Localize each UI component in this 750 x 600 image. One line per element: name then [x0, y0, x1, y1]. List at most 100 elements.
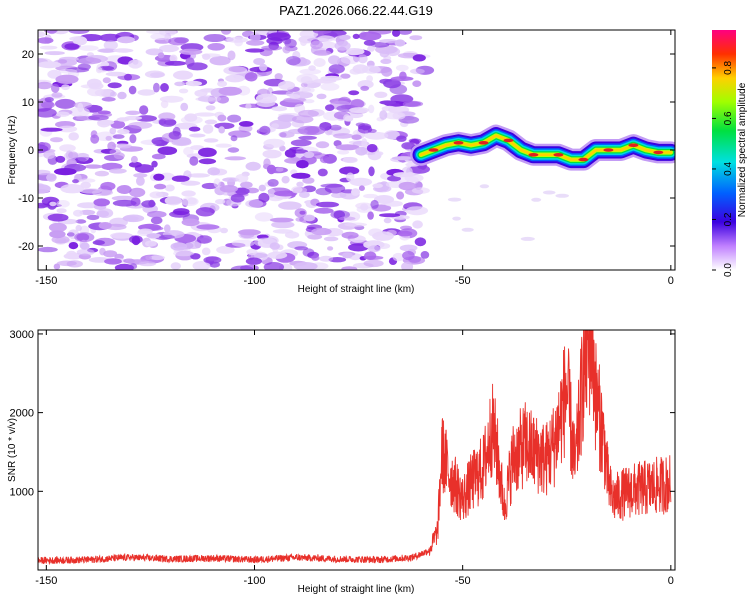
noise-speckle [173, 70, 193, 80]
noise-speckle [289, 94, 301, 100]
noise-speckle [185, 80, 203, 87]
noise-speckle [79, 242, 90, 250]
signal-peak [578, 157, 589, 162]
noise-speckle [38, 246, 58, 253]
noise-speckle [281, 175, 290, 184]
noise-speckle [291, 149, 309, 154]
noise-speckle [348, 90, 360, 96]
noise-speckle [96, 210, 109, 218]
noise-speckle [103, 250, 118, 258]
noise-speckle [364, 131, 389, 140]
noise-speckle [122, 214, 145, 223]
noise-speckle [217, 114, 227, 122]
noise-speckle [38, 61, 62, 69]
noise-speckle [245, 199, 264, 208]
y-tick-label: -10 [18, 193, 34, 205]
noise-speckle [412, 80, 422, 87]
noise-speckle [50, 137, 63, 143]
noise-speckle [296, 181, 304, 187]
noise-speckle [110, 232, 132, 239]
noise-speckle [297, 125, 320, 135]
noise-speckle [363, 193, 378, 199]
noise-speckle [291, 115, 314, 124]
noise-speckle [58, 68, 78, 74]
noise-speckle [361, 65, 381, 74]
noise-speckle [383, 217, 392, 224]
noise-speckle [147, 210, 167, 218]
noise-speckle [298, 135, 317, 140]
noise-speckle [384, 200, 403, 207]
noise-speckle [349, 107, 370, 114]
y-tick-label: -20 [18, 241, 34, 253]
noise-speckle [180, 116, 203, 124]
noise-speckle [180, 180, 201, 186]
noise-speckle [392, 111, 406, 120]
noise-speckle [139, 105, 149, 115]
noise-speckle [77, 102, 84, 113]
noise-speckle [68, 151, 79, 159]
noise-speckle [63, 252, 84, 260]
signal-peak [628, 143, 639, 147]
noise-speckle [154, 183, 166, 190]
noise-speckle [107, 82, 122, 89]
noise-speckle [94, 170, 109, 177]
noise-speckle [111, 195, 136, 201]
noise-speckle [41, 101, 55, 109]
noise-speckle [331, 192, 347, 199]
noise-speckle [150, 33, 170, 41]
noise-speckle [164, 60, 187, 66]
noise-speckle [222, 177, 240, 182]
noise-speckle [141, 200, 156, 208]
noise-speckle [333, 140, 342, 147]
noise-speckle [300, 82, 308, 88]
noise-speckle [98, 222, 112, 230]
noise-speckle [302, 177, 315, 184]
noise-speckle [68, 242, 79, 250]
noise-speckle [391, 156, 414, 161]
y-tick-label: 20 [22, 49, 34, 61]
noise-speckle [203, 34, 227, 42]
noise-speckle [57, 59, 68, 64]
noise-speckle [238, 121, 254, 127]
noise-speckle [381, 105, 398, 112]
noise-speckle [137, 228, 153, 235]
noise-speckle [249, 32, 261, 42]
noise-speckle [237, 229, 261, 236]
y-tick-label: 1000 [10, 486, 34, 498]
noise-speckle [104, 258, 122, 265]
noise-speckle [153, 173, 165, 181]
noise-speckle [138, 261, 156, 267]
noise-speckle [198, 147, 217, 157]
noise-speckle [379, 50, 390, 58]
noise-speckle [285, 56, 301, 66]
noise-speckle [47, 213, 69, 222]
noise-speckle [124, 115, 143, 121]
noise-speckle [379, 100, 397, 105]
noise-speckle [78, 45, 99, 51]
noise-speckle [171, 175, 190, 182]
noise-speckle [351, 134, 362, 140]
noise-speckle [38, 37, 54, 44]
y-tick-label: 0 [28, 145, 34, 157]
noise-speckle [99, 48, 115, 53]
noise-speckle [329, 124, 342, 131]
noise-speckle [283, 97, 307, 103]
noise-speckle [190, 145, 205, 151]
noise-speckle [197, 95, 222, 103]
colorbar [712, 30, 736, 270]
noise-speckle [339, 166, 360, 175]
noise-speckle [86, 214, 100, 221]
snr-axes: -150 -100 -50 0 1000 2000 3000 [10, 329, 675, 587]
noise-speckle [173, 208, 190, 216]
noise-speckle [387, 175, 401, 182]
noise-speckle [105, 135, 112, 141]
noise-speckle [103, 40, 118, 50]
noise-speckle [520, 236, 535, 241]
noise-speckle [396, 191, 405, 200]
noise-speckle [55, 155, 66, 163]
noise-speckle [134, 164, 154, 173]
noise-speckle [313, 58, 326, 67]
noise-speckle [254, 212, 274, 222]
noise-speckle [61, 84, 70, 91]
noise-speckle [128, 59, 143, 69]
